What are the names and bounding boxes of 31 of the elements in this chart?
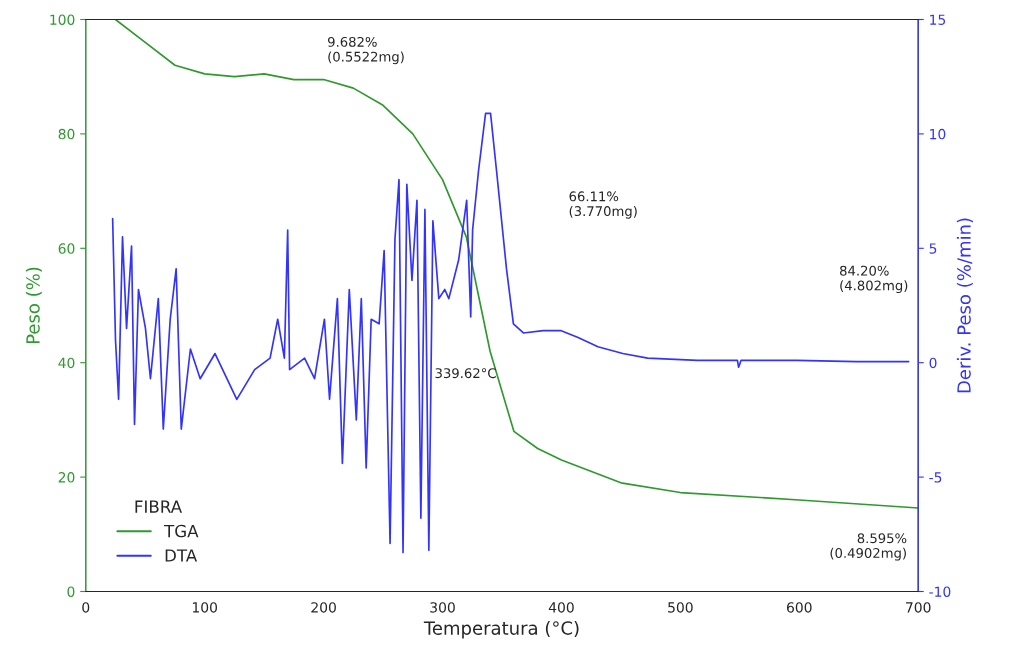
- legend-label: TGA: [164, 524, 199, 538]
- y-tick-label: 60: [58, 243, 75, 254]
- y-tick-label: 40: [58, 357, 75, 369]
- y-tick-label: 0: [67, 586, 75, 597]
- y-tick-label: 100: [50, 14, 75, 25]
- legend-title: FIBRA: [135, 500, 182, 513]
- annotation: 66.11% (3.770mg): [569, 191, 637, 219]
- y-axis-title: Peso (%): [25, 267, 42, 344]
- annotation: 339.62°C: [435, 368, 496, 379]
- y-tick-label: 80: [58, 128, 75, 140]
- x-tick-label: 700: [906, 602, 931, 613]
- y2-tick-label: 15: [930, 14, 946, 25]
- y2-tick-label: -5: [929, 472, 942, 483]
- legend-label: DTA: [165, 549, 198, 562]
- x-tick-label: 300: [430, 602, 455, 613]
- y2-tick-label: -10: [929, 586, 951, 597]
- x-tick-label: 400: [548, 602, 574, 613]
- x-tick-label: 500: [668, 602, 693, 613]
- x-axis-title: Temperatura (°C): [423, 620, 579, 639]
- y2-tick-label: 5: [929, 243, 937, 254]
- y2-tick-label: 10: [930, 128, 946, 140]
- x-tick-label: 200: [311, 602, 336, 613]
- x-tick-label: 0: [82, 602, 90, 613]
- y2-axis-title: Deriv. Peso (%/min): [956, 218, 973, 393]
- y2-tick-label: 0: [929, 357, 937, 369]
- x-tick-label: 600: [786, 602, 812, 613]
- annotation: 84.20% (4.802mg): [840, 265, 908, 293]
- annotation: 8.595% (0.4902mg): [830, 533, 907, 561]
- y-tick-label: 20: [58, 472, 75, 483]
- x-tick-label: 100: [192, 602, 218, 613]
- annotation: 9.682% (0.5522mg): [328, 36, 404, 65]
